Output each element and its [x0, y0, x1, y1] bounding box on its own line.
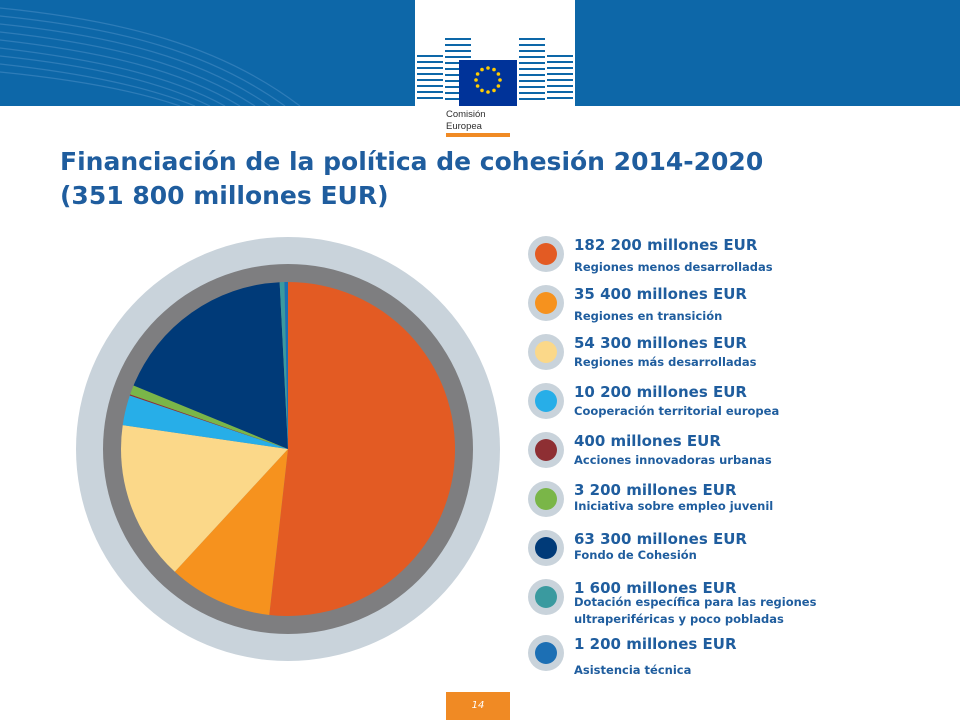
pie-slice-7: [133, 282, 288, 449]
legend-amount: 1 200 millones EUR: [574, 635, 737, 653]
pie-chart: [76, 237, 500, 661]
legend-marker-icon: [528, 383, 564, 419]
pie-slice-4: [122, 395, 288, 449]
legend-description-line2: ultraperiféricas y poco pobladas: [574, 612, 784, 626]
page-title: Financiación de la política de cohesión …: [60, 145, 920, 213]
pie-slice-5: [129, 394, 288, 449]
legend-marker-icon: [528, 579, 564, 615]
title-line-2: (351 800 millones EUR): [60, 181, 389, 210]
logo-line1: Comisión: [446, 109, 486, 120]
legend-description: Fondo de Cohesión: [574, 548, 697, 562]
title-line-1: Financiación de la política de cohesión …: [60, 147, 764, 176]
legend-marker-icon: [528, 481, 564, 517]
legend-color-dot: [535, 642, 557, 664]
legend-description: Iniciativa sobre empleo juvenil: [574, 499, 774, 513]
legend-color-dot: [535, 488, 557, 510]
pie-slice-3: [120, 425, 288, 572]
legend-amount: 10 200 millones EUR: [574, 383, 747, 401]
legend-description: Regiones menos desarrolladas: [574, 260, 773, 274]
legend-description: Dotación específica para las regiones: [574, 595, 817, 609]
legend-marker-icon: [528, 334, 564, 370]
logo-line2: Europea: [446, 121, 482, 132]
legend-description: Regiones más desarrolladas: [574, 355, 757, 369]
legend-description: Cooperación territorial europea: [574, 404, 780, 418]
banner-swoosh-lines: [0, 7, 301, 106]
pie-slice-2: [174, 449, 288, 615]
berlaymont-building-icon: [415, 0, 575, 140]
legend-amount: 54 300 millones EUR: [574, 334, 747, 352]
legend-amount: 35 400 millones EUR: [574, 285, 747, 303]
legend-color-dot: [535, 439, 557, 461]
eu-stars-icon: [474, 66, 502, 94]
legend-amount: 400 millones EUR: [574, 432, 721, 450]
legend-marker-icon: [528, 432, 564, 468]
legend-color-dot: [535, 586, 557, 608]
legend-amount: 63 300 millones EUR: [574, 530, 747, 548]
pie-slice-1: [269, 282, 455, 616]
legend-color-dot: [535, 341, 557, 363]
legend-description: Acciones innovadoras urbanas: [574, 453, 772, 467]
legend-marker-icon: [528, 530, 564, 566]
logo-wordmark: Comisión Europea: [446, 109, 486, 133]
legend-amount: 3 200 millones EUR: [574, 481, 737, 499]
legend-amount: 182 200 millones EUR: [574, 236, 758, 254]
legend-amount: 1 600 millones EUR: [574, 579, 737, 597]
legend-marker-icon: [528, 285, 564, 321]
pie-slice-6: [130, 385, 288, 449]
legend-marker-icon: [528, 635, 564, 671]
legend-description: Asistencia técnica: [574, 663, 692, 677]
pie-slice-9: [284, 282, 288, 449]
legend-color-dot: [535, 537, 557, 559]
legend-color-dot: [535, 243, 557, 265]
logo-rule: [446, 133, 510, 137]
legend-marker-icon: [528, 236, 564, 272]
pie-slice-8: [279, 282, 288, 449]
page-number: 14: [446, 692, 510, 720]
european-commission-logo: [415, 0, 575, 140]
legend-description: Regiones en transición: [574, 309, 723, 323]
legend-color-dot: [535, 390, 557, 412]
legend-color-dot: [535, 292, 557, 314]
